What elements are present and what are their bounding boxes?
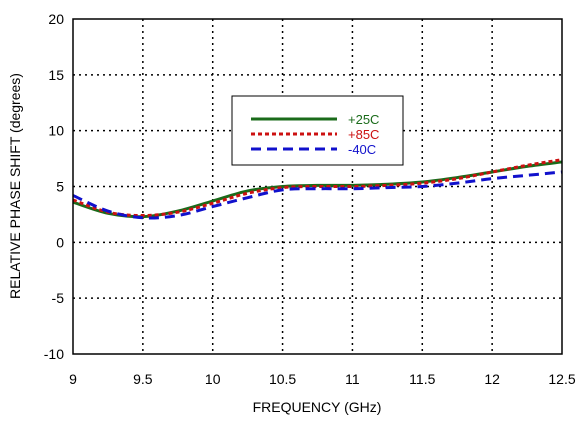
legend-label: -40C	[348, 142, 376, 157]
plot-border	[72, 18, 563, 355]
y-tick-label: 0	[56, 234, 64, 250]
legend: +25C+85C-40C	[231, 95, 404, 166]
x-tick-label: 9.5	[133, 371, 153, 387]
legend-label: +25C	[348, 112, 379, 127]
x-tick-label: 12.5	[548, 371, 575, 387]
series-line-1	[72, 158, 563, 218]
legend-box	[231, 95, 404, 166]
x-tick-label: 10	[205, 371, 221, 387]
y-tick-label: -5	[52, 290, 65, 306]
x-tick-label: 12	[484, 371, 500, 387]
x-tick-labels: 9 9.5 10 10.5 11 11.5 12 12.5	[69, 371, 576, 387]
y-tick-label: 20	[48, 11, 64, 27]
legend-label: +85C	[348, 127, 379, 142]
y-axis-label: RELATIVE PHASE SHIFT (degrees)	[7, 73, 23, 299]
series-lines	[72, 158, 563, 220]
grid	[73, 19, 562, 354]
y-tick-label: -10	[44, 346, 64, 362]
series-line-2	[72, 170, 563, 220]
y-tick-label: 5	[56, 179, 64, 195]
x-tick-label: 11.5	[409, 371, 435, 387]
x-tick-label: 10.5	[269, 371, 296, 387]
x-tick-label: 11	[345, 371, 360, 387]
x-tick-label: 9	[69, 371, 77, 387]
y-tick-label: 10	[48, 123, 64, 139]
y-tick-label: 15	[48, 67, 64, 83]
y-tick-labels: -10 -5 0 5 10 15 20	[44, 11, 64, 362]
x-axis-label: FREQUENCY (GHz)	[253, 399, 382, 415]
